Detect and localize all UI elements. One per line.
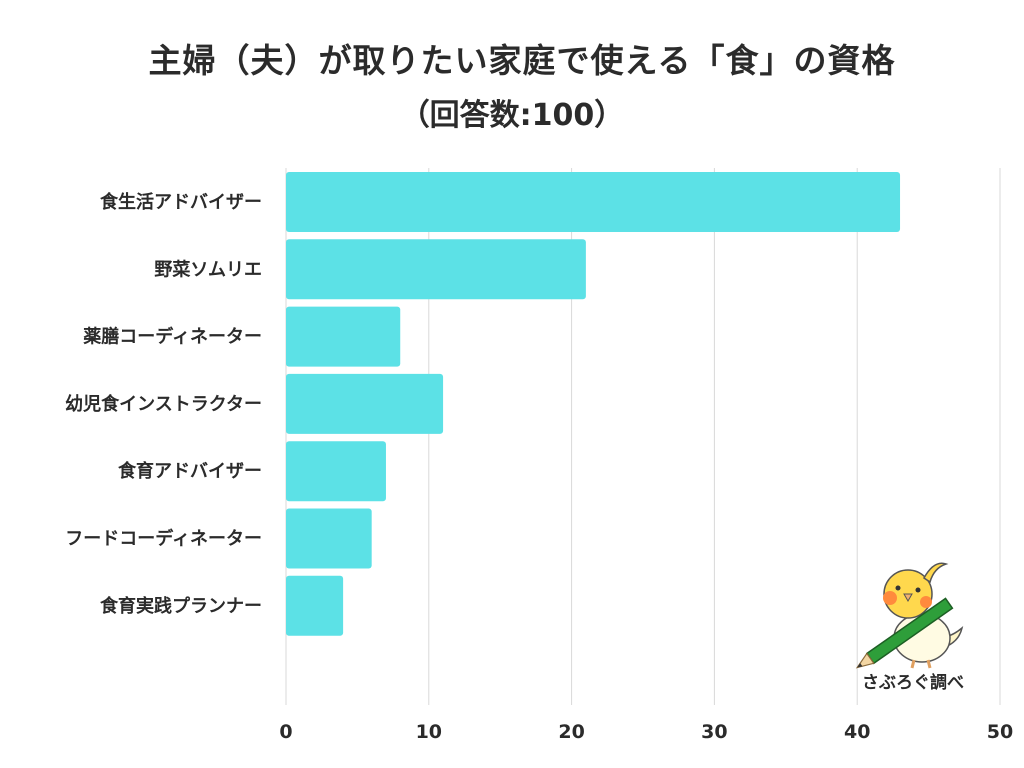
category-label: 野菜ソムリエ bbox=[154, 259, 262, 280]
category-label: 食育実践プランナー bbox=[99, 595, 262, 617]
x-tick-label: 0 bbox=[279, 721, 292, 743]
category-label: 薬膳コーディネーター bbox=[83, 326, 262, 348]
bar bbox=[286, 575, 344, 636]
bar bbox=[286, 441, 386, 502]
chart-subtitle: （回答数:100） bbox=[399, 98, 625, 133]
x-tick-labels: 0 10 20 30 40 50 bbox=[279, 721, 1013, 743]
bar bbox=[286, 172, 901, 232]
category-label: 幼児食インストラクター bbox=[65, 393, 262, 415]
x-tick-label: 40 bbox=[844, 721, 870, 743]
x-tick-label: 10 bbox=[416, 721, 442, 743]
category-label: フードコーディネーター bbox=[65, 528, 262, 550]
category-label: 食育アドバイザー bbox=[117, 460, 262, 482]
bar bbox=[286, 306, 401, 367]
category-labels: 食生活アドバイザー野菜ソムリエ薬膳コーディネーター幼児食インストラクター食育アド… bbox=[65, 191, 262, 617]
x-tick-label: 20 bbox=[558, 721, 584, 743]
bar bbox=[286, 239, 586, 300]
bird-with-pencil-icon bbox=[855, 562, 964, 669]
category-label: 食生活アドバイザー bbox=[99, 191, 262, 213]
x-tick-label: 30 bbox=[701, 721, 727, 743]
bars bbox=[286, 172, 901, 636]
chart-title: 主婦（夫）が取りたい家庭で使える「食」の資格 bbox=[148, 41, 896, 80]
x-tick-label: 50 bbox=[987, 721, 1013, 743]
bar bbox=[286, 508, 372, 569]
watermark-label: さぶろぐ調べ bbox=[862, 673, 964, 693]
bar bbox=[286, 373, 444, 434]
